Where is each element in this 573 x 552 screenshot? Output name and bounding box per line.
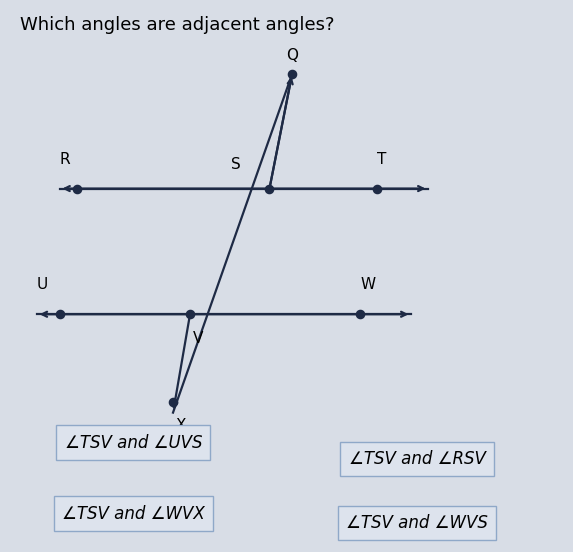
Text: ∠TSV and ∠UVS: ∠TSV and ∠UVS xyxy=(65,434,202,452)
Text: U: U xyxy=(37,278,48,293)
Text: V: V xyxy=(193,331,203,346)
Text: R: R xyxy=(60,152,70,167)
Text: X: X xyxy=(176,418,186,433)
Text: S: S xyxy=(231,157,241,172)
Point xyxy=(356,310,365,319)
Text: Which angles are adjacent angles?: Which angles are adjacent angles? xyxy=(20,17,334,34)
Point xyxy=(72,184,81,193)
Point xyxy=(55,310,64,319)
Point xyxy=(265,184,274,193)
Text: ∠TSV and ∠WVS: ∠TSV and ∠WVS xyxy=(346,514,488,532)
Text: T: T xyxy=(377,152,387,167)
Text: ∠TSV and ∠RSV: ∠TSV and ∠RSV xyxy=(348,450,485,468)
Point xyxy=(168,397,178,406)
Text: Q: Q xyxy=(286,48,299,63)
Text: W: W xyxy=(360,278,375,293)
Text: ∠TSV and ∠WVX: ∠TSV and ∠WVX xyxy=(62,505,205,523)
Point xyxy=(288,70,297,78)
Point xyxy=(186,310,195,319)
Point xyxy=(372,184,382,193)
